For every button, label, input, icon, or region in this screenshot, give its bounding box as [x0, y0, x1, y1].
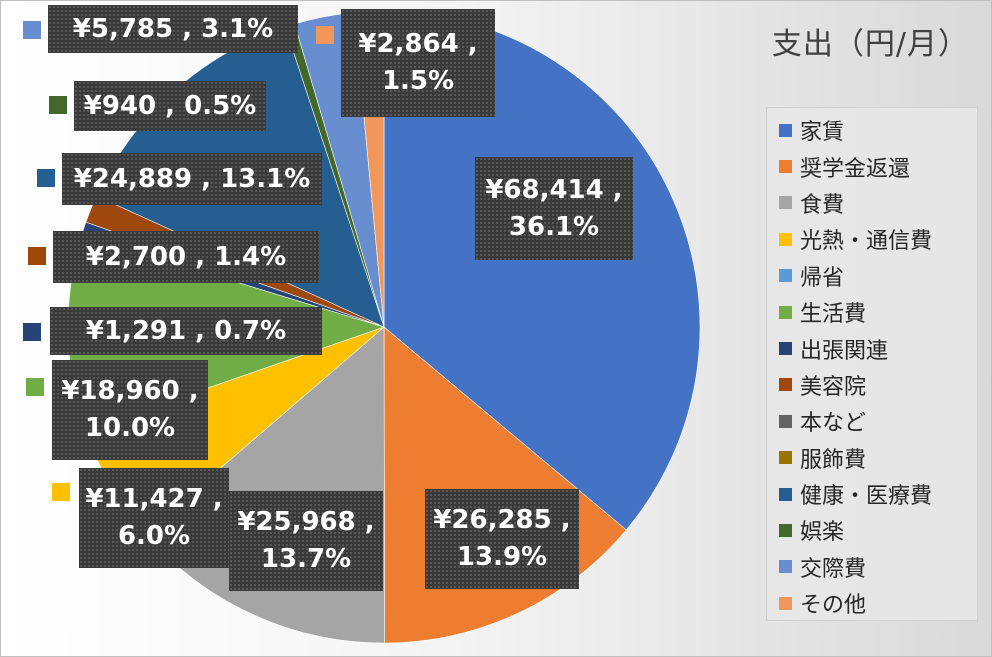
legend-item: 美容院: [779, 367, 977, 403]
legend-label: 娯楽: [800, 520, 845, 546]
legend-swatch: [779, 487, 792, 501]
data-label-entertainment: ¥940 , 0.5%: [74, 81, 266, 131]
legend-label: 食費: [800, 192, 845, 218]
data-label-business-trip: ¥1,291 , 0.7%: [50, 307, 322, 355]
data-label-key-social: [23, 21, 41, 39]
legend-label: 本など: [800, 411, 867, 437]
data-label-key-entertainment: [49, 96, 67, 114]
data-label-key-hair-salon: [28, 247, 46, 265]
legend-item: 家賃: [779, 112, 977, 148]
data-label-food: ¥25,968 , 13.7%: [229, 491, 383, 591]
data-label-health: ¥24,889 , 13.1%: [62, 153, 322, 205]
legend-item: 帰省: [779, 258, 977, 294]
legend-swatch: [779, 596, 792, 610]
legend-label: その他: [800, 593, 867, 619]
legend-swatch: [779, 378, 792, 392]
legend: 家賃 奨学金返還 食費 光熱・通信費 帰省 生活費 出張関連 美容院 本など 服…: [766, 107, 978, 621]
legend-swatch: [779, 196, 792, 210]
data-label-key-living: [26, 378, 44, 396]
legend-swatch: [779, 160, 792, 174]
legend-label: 健康・医療費: [800, 484, 933, 510]
data-label-social: ¥5,785 , 3.1%: [48, 5, 298, 53]
legend-item: 娯楽: [779, 512, 977, 548]
legend-swatch: [779, 269, 792, 283]
data-label-key-business-trip: [23, 323, 41, 341]
data-label-other: ¥2,864 , 1.5%: [341, 9, 495, 117]
legend-swatch: [779, 560, 792, 574]
legend-swatch: [779, 414, 792, 428]
chart-title: 支出（円/月）: [771, 27, 969, 62]
legend-label: 生活費: [800, 302, 867, 328]
legend-swatch: [779, 342, 792, 356]
data-label-scholarship: ¥26,285 , 13.9%: [425, 489, 579, 589]
legend-label: 服飾費: [800, 447, 867, 473]
legend-label: 家賃: [800, 120, 845, 146]
legend-swatch: [779, 232, 792, 246]
legend-swatch: [779, 451, 792, 465]
legend-item: その他: [779, 585, 977, 621]
legend-item: 食費: [779, 185, 977, 221]
legend-label: 帰省: [800, 265, 845, 291]
legend-swatch: [779, 305, 792, 319]
legend-label: 美容院: [800, 374, 867, 400]
legend-label: 光熱・通信費: [800, 229, 933, 255]
legend-item: 出張関連: [779, 330, 977, 366]
data-label-utilities: ¥11,427 , 6.0%: [79, 468, 229, 568]
legend-item: 服飾費: [779, 440, 977, 476]
legend-label: 交際費: [800, 556, 867, 582]
data-label-living: ¥18,960 , 10.0%: [52, 360, 208, 460]
legend-item: 生活費: [779, 294, 977, 330]
legend-label: 奨学金返還: [800, 156, 911, 182]
legend-swatch: [779, 523, 792, 537]
legend-item: 奨学金返還: [779, 148, 977, 184]
legend-item: 本など: [779, 403, 977, 439]
legend-item: 光熱・通信費: [779, 221, 977, 257]
data-label-key-other: [316, 26, 334, 44]
data-label-key-health: [37, 169, 55, 187]
legend-item: 交際費: [779, 549, 977, 585]
data-label-rent: ¥68,414 , 36.1%: [475, 157, 633, 260]
data-label-hair-salon: ¥2,700 , 1.4%: [53, 231, 319, 283]
legend-swatch: [779, 123, 792, 137]
legend-label: 出張関連: [800, 338, 889, 364]
data-label-key-utilities: [52, 483, 70, 501]
legend-item: 健康・医療費: [779, 476, 977, 512]
